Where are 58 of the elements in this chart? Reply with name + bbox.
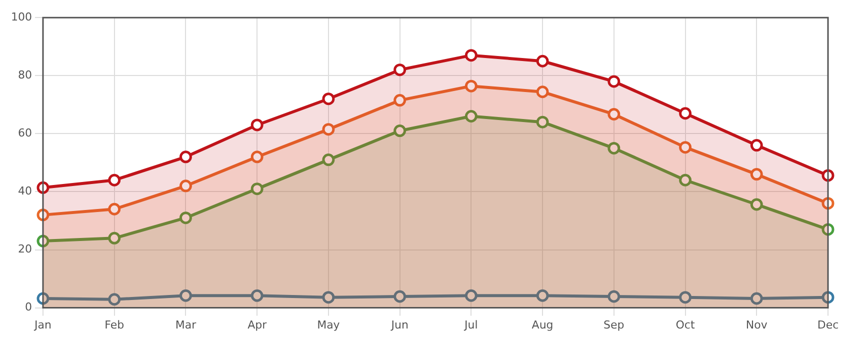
y-tick-label: 100: [10, 10, 32, 24]
x-tick-label: Dec: [817, 318, 839, 332]
point: [179, 150, 192, 164]
point: [179, 180, 192, 192]
point: [750, 198, 763, 211]
point: [608, 108, 620, 120]
point: [250, 118, 264, 132]
x-tick-label: Nov: [746, 318, 768, 332]
point: [608, 142, 620, 154]
y-tick-label: 60: [18, 126, 32, 140]
point: [250, 150, 264, 164]
point: [750, 139, 763, 152]
point: [536, 289, 549, 302]
x-tick-label: Apr: [248, 318, 268, 332]
point: [394, 290, 406, 303]
y-tick-label: 0: [24, 300, 32, 314]
point: [679, 107, 692, 120]
point: [250, 289, 264, 302]
point: [108, 293, 121, 306]
x-tick-label: Sep: [604, 318, 624, 332]
point: [322, 291, 335, 304]
point: [608, 75, 620, 88]
point: [108, 202, 121, 216]
point: [394, 64, 406, 76]
point: [394, 124, 406, 138]
x-tick-label: Jan: [34, 318, 52, 332]
point: [108, 232, 121, 244]
point: [322, 92, 335, 106]
point: [608, 290, 620, 303]
point: [536, 54, 549, 68]
y-tick-label: 80: [18, 68, 32, 82]
point: [679, 291, 692, 304]
x-tick-label: Oct: [676, 318, 696, 332]
x-tick-label: Jun: [390, 318, 408, 332]
point: [322, 123, 335, 136]
point: [179, 212, 192, 224]
point: [179, 289, 192, 302]
x-tick-label: May: [317, 318, 340, 332]
point: [108, 174, 121, 186]
point: [679, 141, 692, 154]
y-tick-label: 40: [18, 184, 32, 198]
x-tick-label: Mar: [175, 318, 197, 332]
point: [536, 86, 549, 98]
point: [750, 168, 763, 181]
point: [250, 182, 264, 196]
point: [322, 154, 335, 166]
y-tick-label: 20: [18, 242, 32, 256]
point: [464, 49, 478, 62]
point: [394, 94, 406, 107]
point: [679, 174, 692, 186]
x-tick-label: Feb: [104, 318, 124, 332]
point: [464, 110, 478, 123]
x-tick-label: Jul: [464, 318, 478, 332]
point: [750, 292, 763, 305]
x-tick-label: Aug: [532, 318, 554, 332]
point: [536, 116, 549, 128]
point: [464, 289, 478, 302]
point: [464, 80, 478, 92]
